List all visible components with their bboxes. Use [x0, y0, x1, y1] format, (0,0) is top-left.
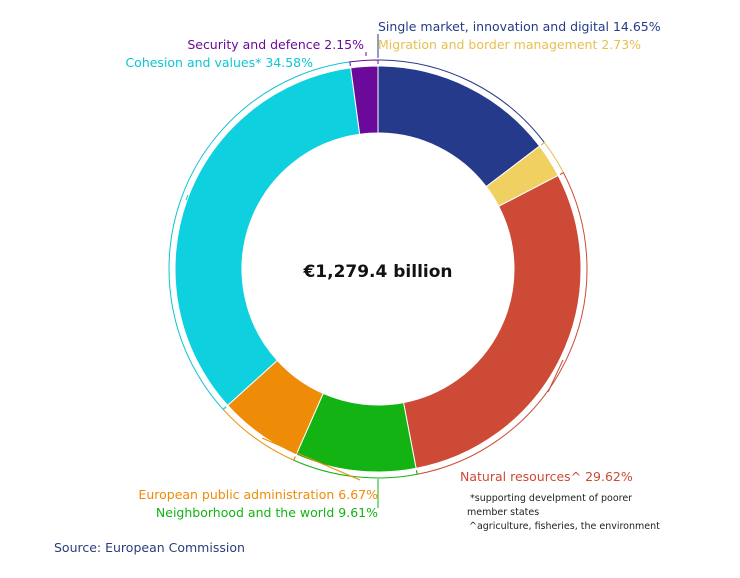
note-natural-resources: ^agriculture, fisheries, the environment — [469, 521, 660, 532]
bracket-security — [349, 59, 379, 66]
leader-line-4 — [261, 437, 361, 481]
center-total-label: €1,279.4 billion — [302, 262, 452, 282]
note-cohesion: *supporting develpment of poorer — [470, 493, 632, 504]
leader-line-2 — [547, 359, 564, 393]
slice-cohesion — [174, 67, 361, 407]
slice-natural-resources — [402, 174, 582, 469]
label-cohesion: Cohesion and values* 34.58% — [125, 55, 313, 70]
slice-security — [350, 65, 379, 135]
bracket-neighborhood — [293, 456, 418, 479]
label-public-administration: European public administration 6.67% — [138, 487, 378, 502]
label-migration: Migration and border management 2.73% — [378, 37, 641, 52]
label-neighborhood: Neighborhood and the world 9.61% — [156, 505, 378, 520]
bracket-natural-resources — [415, 172, 588, 475]
leader-line-5 — [185, 194, 189, 201]
label-brackets — [168, 34, 588, 508]
bracket-cohesion — [168, 61, 351, 411]
donut-slices — [174, 65, 582, 473]
label-single-market: Single market, innovation and digital 14… — [378, 19, 661, 34]
bracket-single-market — [377, 59, 546, 146]
label-natural-resources: Natural resources^ 29.62% — [460, 469, 633, 484]
label-security: Security and defence 2.15% — [187, 37, 364, 52]
note-member-states: member states — [467, 507, 539, 518]
source-label: Source: European Commission — [54, 540, 245, 555]
